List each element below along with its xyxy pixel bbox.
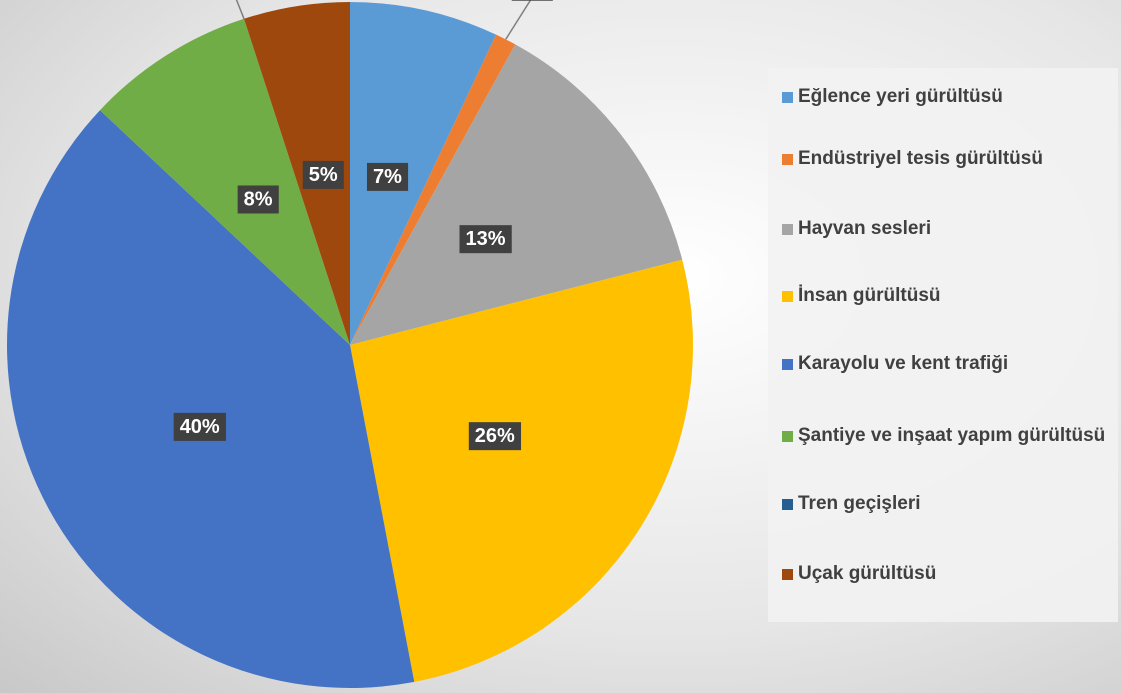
data-label-bg <box>511 0 553 1</box>
pie-slice <box>350 2 497 345</box>
data-label-bg <box>173 412 226 441</box>
legend-label: İnsan gürültüsü <box>798 285 941 306</box>
legend-swatch <box>782 291 793 302</box>
data-label: 8% <box>244 188 273 210</box>
pie-slice <box>350 34 516 346</box>
legend-label: Uçak gürültüsü <box>798 563 937 584</box>
leader-line <box>505 0 532 40</box>
legend-item: Eğlence yeri gürültüsü <box>782 86 1121 108</box>
data-label: 40% <box>180 416 220 438</box>
legend-swatch <box>782 92 793 103</box>
legend-item: Uçak gürültüsü <box>782 563 1121 585</box>
legend-item: Karayolu ve kent trafiği <box>782 353 1121 375</box>
legend-label: Şantiye ve inşaat yapım gürültüsü <box>798 425 1106 446</box>
pie-slice <box>6 110 415 689</box>
legend-swatch <box>782 224 793 235</box>
data-label: 5% <box>309 164 338 186</box>
data-label-bg <box>366 162 409 191</box>
legend-swatch <box>782 431 793 442</box>
legend-label: Endüstriyel tesis gürültüsü <box>798 148 1043 169</box>
legend-label: Hayvan sesleri <box>798 218 932 239</box>
legend-label: Eğlence yeri gürültüsü <box>798 86 1003 107</box>
data-label-bg <box>302 160 344 189</box>
data-label-bg <box>459 225 512 254</box>
pie-slice <box>350 259 693 682</box>
data-label: 26% <box>475 425 515 447</box>
pie-slice <box>99 18 350 345</box>
legend-swatch <box>782 569 793 580</box>
legend-swatch <box>782 154 793 165</box>
legend-item: İnsan gürültüsü <box>782 285 1121 307</box>
data-label-bg <box>237 185 279 214</box>
leader-line <box>235 0 245 20</box>
legend-swatch <box>782 499 793 510</box>
pie-slice <box>350 44 683 345</box>
legend-item: Tren geçişleri <box>782 493 1121 515</box>
pie-slice <box>244 2 350 345</box>
data-label: 13% <box>465 228 505 250</box>
legend-item: Şantiye ve inşaat yapım gürültüsü <box>782 425 1121 447</box>
data-label-bg <box>468 422 522 451</box>
legend-swatch <box>782 359 793 370</box>
legend-item: Endüstriyel tesis gürültüsü <box>782 148 1121 170</box>
legend-label: Karayolu ve kent trafiği <box>798 353 1009 374</box>
legend: Eğlence yeri gürültüsü Endüstriyel tesis … <box>768 68 1118 622</box>
legend-item: Hayvan sesleri <box>782 218 1121 240</box>
data-label: 7% <box>373 166 402 188</box>
legend-label: Tren geçişleri <box>798 493 921 514</box>
